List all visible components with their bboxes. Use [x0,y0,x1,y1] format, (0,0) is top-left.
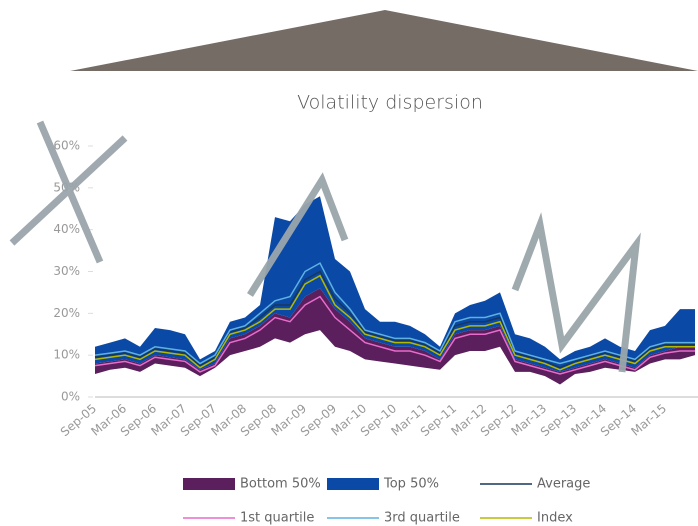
legend-label: 3rd quartile [384,511,460,526]
y-tick-label: 10% [53,348,80,362]
series-line [94,295,695,375]
series-line [94,262,695,365]
legend-label: 1st quartile [240,511,314,526]
legend-swatch [183,478,235,490]
series-line [94,270,695,369]
series-line [94,274,695,371]
legend-label: Top 50% [383,477,439,492]
y-tick-label: 60% [53,139,80,153]
y-tick-label: 40% [53,222,80,236]
header-shape [70,10,698,71]
legend-swatch [327,478,379,490]
y-tick-label: 0% [61,390,80,404]
legend-label: Average [537,477,590,492]
legend-label: Bottom 50% [240,477,321,492]
scribbles [9,120,641,373]
chart-title: Volatility dispersion [297,92,483,114]
y-tick-label: 20% [53,306,80,320]
y-tick-label: 30% [53,264,80,278]
legend-label: Index [537,511,573,526]
